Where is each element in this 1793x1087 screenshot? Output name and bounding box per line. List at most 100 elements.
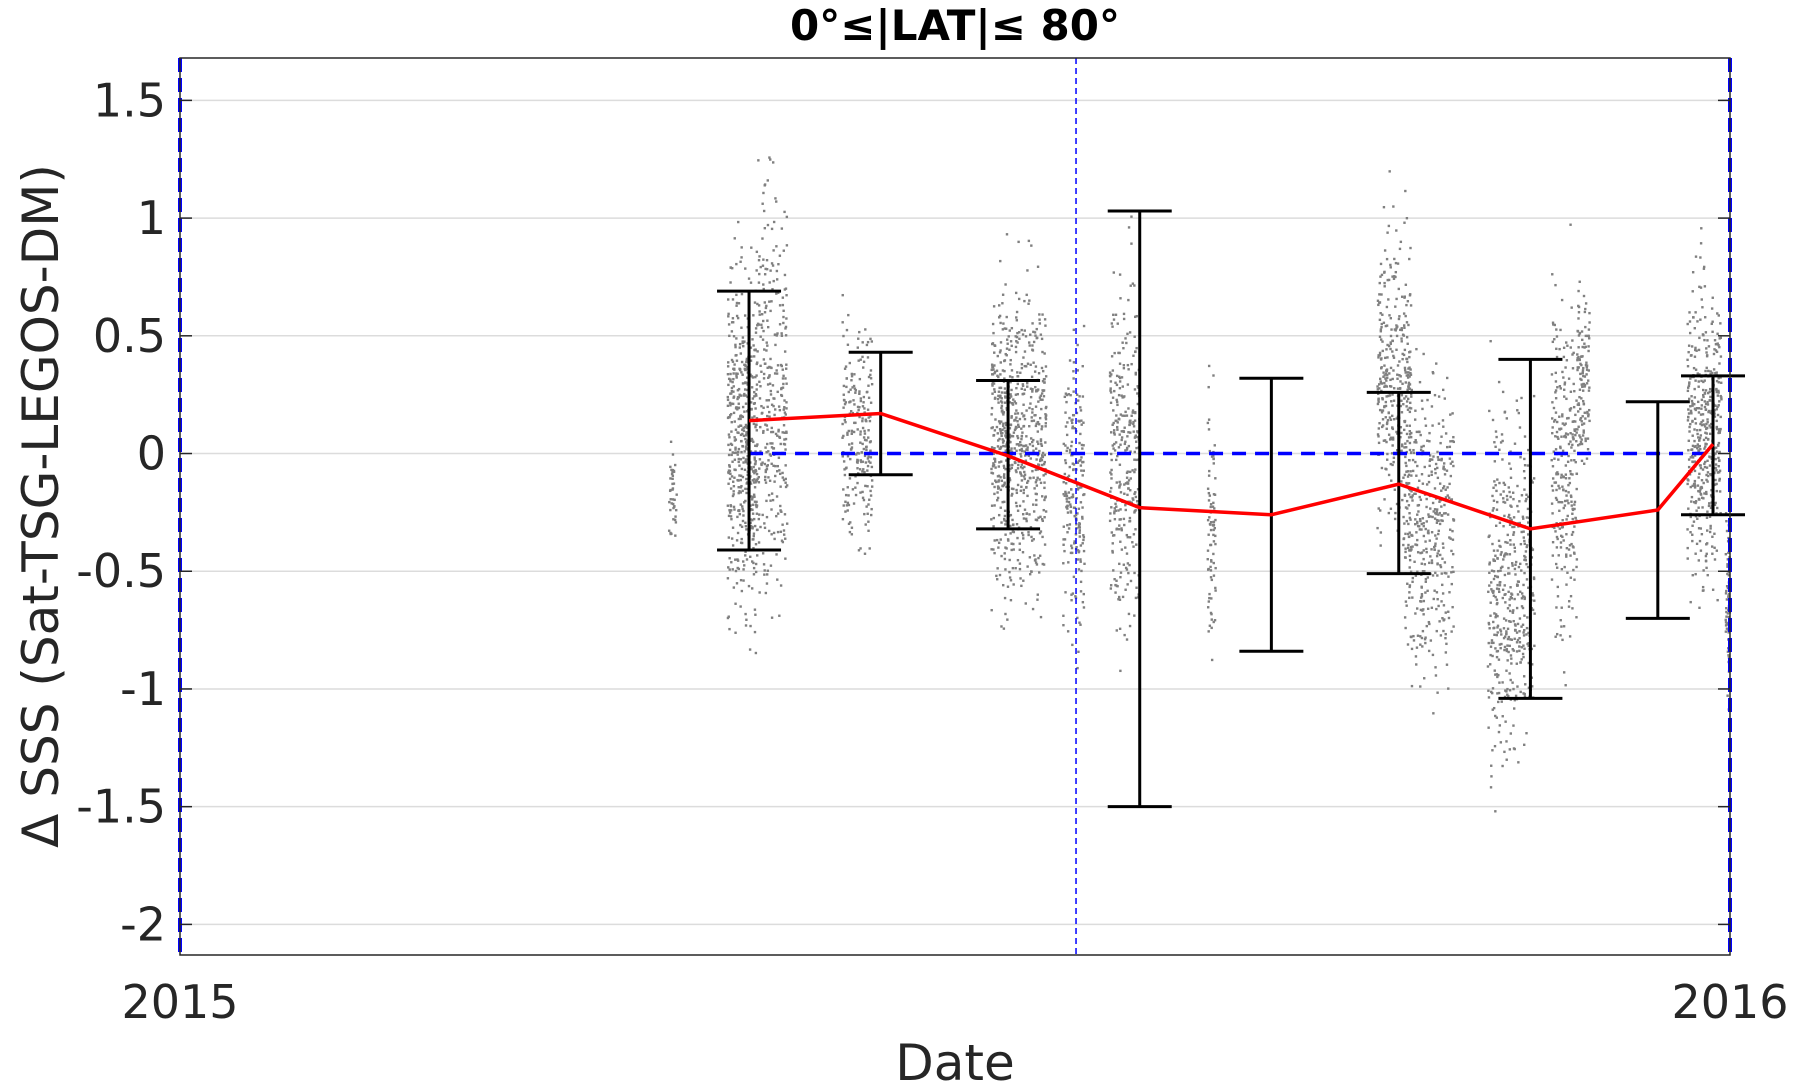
scatter-point [868,419,872,423]
scatter-point [728,464,731,467]
scatter-point [1387,278,1391,282]
scatter-point [1392,277,1396,280]
scatter-point [767,459,770,462]
scatter-point [1118,375,1121,378]
scatter-point [993,460,997,463]
scatter-point [1068,416,1071,420]
scatter-point [1691,420,1694,423]
scatter-point [1397,287,1400,291]
scatter-point [1072,575,1076,579]
scatter-point [1497,691,1501,695]
scatter-point [771,430,775,434]
scatter-point [727,566,730,569]
y-tick-label: -1.5 [76,780,166,834]
scatter-point [1717,389,1720,393]
scatter-point [1432,455,1435,458]
scatter-point [1009,340,1013,343]
scatter-point [743,388,747,391]
scatter-point [1380,367,1383,370]
scatter-point [1111,396,1115,399]
scatter-point [1571,473,1574,476]
scatter-point [780,227,784,230]
scatter-point [754,407,757,410]
scatter-point [1566,433,1570,436]
scatter-point [1586,447,1590,451]
scatter-point [1407,385,1410,388]
scatter-point [1007,335,1010,338]
scatter-point [1497,380,1501,384]
scatter-point [1718,450,1721,454]
scatter-point [1408,366,1411,369]
scatter-point [752,344,755,347]
scatter-point [855,460,859,464]
scatter-point [1036,440,1039,443]
scatter-point [1081,515,1084,519]
scatter-point [1388,438,1392,441]
scatter-point [859,491,862,494]
scatter-point [1525,545,1528,549]
scatter-point [1005,443,1008,446]
scatter-point [1009,524,1012,528]
scatter-point [1452,464,1455,468]
scatter-point [741,382,745,385]
scatter-point [1725,627,1729,630]
scatter-point [763,478,767,482]
scatter-point [1002,517,1006,521]
scatter-point [1696,429,1699,432]
scatter-point [1451,412,1454,415]
scatter-point [1698,336,1701,340]
scatter-point [1004,283,1007,286]
scatter-point [1396,364,1400,367]
scatter-point [727,514,731,518]
scatter-point [1000,391,1004,394]
scatter-point [995,369,999,372]
scatter-point [1695,509,1698,512]
scatter-point [1388,314,1391,317]
scatter-point [1553,323,1556,327]
scatter-point [1564,489,1568,493]
scatter-point [1444,611,1447,614]
scatter-point [1513,747,1516,751]
scatter-point [1109,401,1113,404]
scatter-point [1496,500,1499,504]
scatter-point [1503,483,1507,486]
scatter-point [1533,612,1536,615]
scatter-point [844,510,847,513]
scatter-point [1135,314,1138,318]
scatter-point [1710,488,1713,492]
scatter-point [1071,418,1074,421]
scatter-point [1492,507,1495,510]
scatter-point [1554,562,1558,566]
scatter-point [1447,610,1450,613]
scatter-point [1523,629,1526,632]
scatter-point [1003,466,1006,470]
scatter-point [1523,554,1526,558]
scatter-point [669,532,672,536]
scatter-point [1405,424,1409,427]
scatter-point [1381,424,1385,427]
scatter-point [1123,633,1126,637]
scatter-point [750,468,753,471]
scatter-point [1403,420,1407,424]
scatter-point [749,495,753,498]
scatter-point [1023,470,1026,474]
scatter-point [1496,692,1499,695]
scatter-point [1381,313,1384,316]
scatter-point [1421,609,1424,612]
scatter-point [1025,293,1028,297]
scatter-point [1040,454,1044,457]
scatter-point [1588,321,1591,324]
scatter-point [1491,749,1494,752]
scatter-point [741,405,745,409]
scatter-point [1497,539,1501,542]
scatter-point [1565,518,1568,521]
scatter-point [1402,312,1406,315]
scatter-point [1032,476,1035,479]
scatter-point [1403,473,1407,477]
scatter-point [1713,409,1717,412]
x-tick-label: 2015 [121,975,238,1029]
scatter-point [1704,436,1708,440]
scatter-point [1405,374,1408,377]
scatter-point [730,430,733,433]
scatter-point [1019,577,1022,580]
